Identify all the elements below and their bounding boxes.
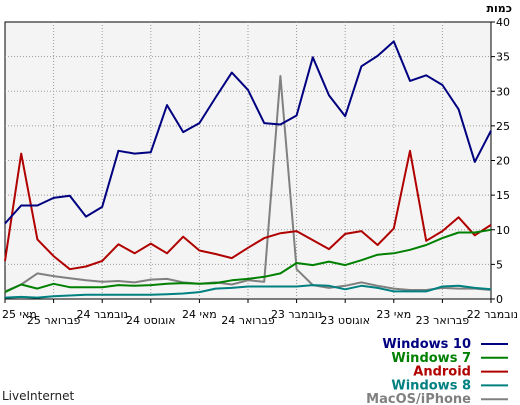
y-tick-label: 5 (496, 258, 503, 271)
y-tick-label: 0 (496, 293, 503, 306)
x-tick-label: אוגוסט 23 (320, 314, 370, 327)
x-tick-label: מאי 23 (376, 308, 411, 321)
series-lines (4, 40, 492, 299)
y-tick-label: 35 (496, 51, 510, 64)
legend-label: Windows 10 (382, 337, 471, 352)
legend-label: Android (413, 365, 471, 380)
series-line-windows-7 (4, 228, 492, 294)
x-tick-label: מאי 24 (182, 308, 217, 321)
series-line-windows-8 (4, 284, 492, 299)
legend-label: Windows 7 (391, 351, 471, 366)
x-tick-label: פברואר 24 (221, 314, 275, 327)
x-tick-label: פברואר 23 (416, 314, 470, 327)
y-tick-label: 15 (496, 189, 510, 202)
series-line-windows-10 (4, 40, 492, 225)
legend-label: Windows 8 (391, 378, 471, 393)
brand-text: LiveInternet (2, 389, 74, 403)
y-tick-label: 25 (496, 120, 510, 133)
series-line-android (4, 149, 492, 271)
y-tick-label: 30 (496, 85, 510, 98)
x-grid (53, 22, 443, 299)
x-tick-label: נובמבר 23 (271, 308, 322, 321)
y-tick-label: 20 (496, 155, 510, 168)
y-axis: 0 5 10 15 20 25 30 35 40 (491, 16, 510, 306)
legend-label: MacOS/iPhone (366, 392, 471, 405)
series-line-macos-iphone (4, 75, 492, 293)
x-tick-label: נובמבר 24 (77, 308, 128, 321)
x-tick-label: פברואר 25 (27, 314, 81, 327)
x-tick-label: אוגוסט 24 (126, 314, 176, 327)
y-axis-label: כמות (487, 2, 512, 15)
x-tick-label: מאי 25 (2, 308, 37, 321)
x-tick-label: נובמבר 22 (467, 308, 518, 321)
y-tick-label: 10 (496, 224, 510, 237)
y-tick-label: 40 (496, 16, 510, 29)
